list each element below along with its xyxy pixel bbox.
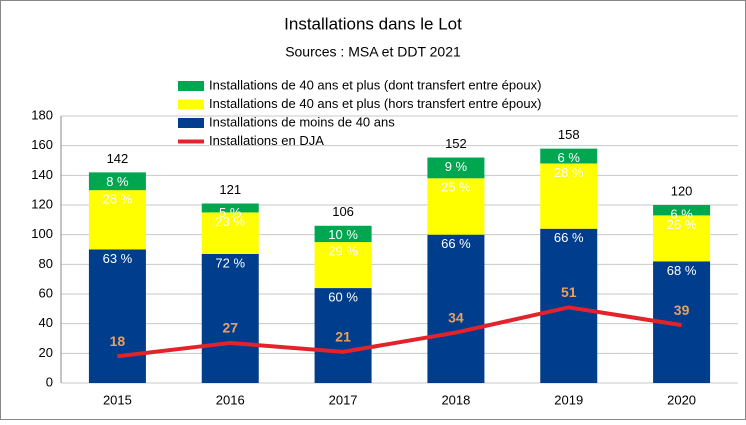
y-tick-label: 0 — [46, 374, 53, 389]
segment-label: 6 % — [558, 150, 581, 165]
segment-label: 66 % — [441, 236, 471, 251]
bar-segment — [201, 203, 259, 213]
segment-label: 23 % — [215, 214, 245, 229]
segment-label: 72 % — [215, 255, 245, 270]
segment-label: 9 % — [445, 159, 468, 174]
total-label: 158 — [558, 127, 580, 142]
line-value-label: 39 — [674, 302, 690, 318]
segment-label: 68 % — [667, 263, 697, 278]
y-tick-label: 40 — [39, 315, 53, 330]
bar-segment — [88, 172, 146, 191]
chart-title: Installations dans le Lot — [284, 14, 462, 33]
legend-swatch — [178, 118, 204, 128]
bar-segment — [540, 148, 598, 164]
legend-swatch — [178, 81, 204, 91]
bar-segment — [201, 253, 259, 383]
legend-label: Installations en DJA — [209, 133, 324, 148]
segment-label: 28 % — [103, 192, 133, 207]
bar-segment — [427, 178, 485, 235]
y-tick-label: 120 — [31, 196, 53, 211]
x-tick-label: 2020 — [667, 392, 696, 407]
total-label: 142 — [107, 151, 129, 166]
y-tick-label: 20 — [39, 345, 53, 360]
segment-label: 60 % — [328, 290, 358, 305]
bar-segment — [201, 212, 259, 254]
bar-segment — [88, 249, 146, 383]
total-label: 106 — [332, 204, 354, 219]
segment-label: 6 % — [670, 206, 693, 221]
x-tick-label: 2017 — [329, 392, 358, 407]
line — [117, 305, 682, 359]
segment-label: 25 % — [441, 180, 471, 195]
bar-segment — [314, 288, 372, 383]
segment-label: 28 % — [554, 165, 584, 180]
chart-subtitle: Sources : MSA et DDT 2021 — [285, 44, 461, 60]
segment-label: 66 % — [554, 230, 584, 245]
segment-label: 29 % — [328, 244, 358, 259]
line-value-label: 18 — [110, 333, 126, 349]
segment-label: 10 % — [328, 227, 358, 242]
segment-label: 5 % — [219, 205, 242, 220]
bar-segment — [653, 215, 711, 262]
bar-segment — [427, 157, 485, 179]
y-tick-label: 100 — [31, 226, 53, 241]
bar-segment — [314, 225, 372, 243]
segment-label: 63 % — [103, 251, 133, 266]
x-tick-label: 2019 — [554, 392, 583, 407]
y-tick-label: 180 — [31, 107, 53, 122]
total-label: 121 — [219, 182, 241, 197]
total-label: 152 — [445, 136, 467, 151]
line-value-label: 34 — [448, 309, 464, 325]
bar-segment — [314, 242, 372, 289]
line-value-label: 27 — [222, 320, 238, 336]
line-value-label: 51 — [561, 284, 577, 300]
total-label: 120 — [671, 183, 693, 198]
line-value-label: 21 — [335, 329, 351, 345]
bar-segment — [88, 190, 146, 250]
bar-segment — [540, 163, 598, 229]
legend-swatch — [178, 99, 204, 110]
y-tick-label: 60 — [39, 285, 53, 300]
segment-label: 26 % — [667, 217, 697, 232]
bar-segment — [653, 205, 711, 216]
legend-label: Installations de 40 ans et plus (hors tr… — [209, 96, 541, 111]
y-tick-label: 80 — [39, 256, 53, 271]
legend-label: Installations de 40 ans et plus (dont tr… — [209, 77, 541, 92]
segment-label: 8 % — [106, 174, 129, 189]
x-tick-label: 2015 — [103, 392, 132, 407]
legend-label: Installations de moins de 40 ans — [209, 114, 395, 129]
x-tick-label: 2016 — [216, 392, 245, 407]
bar-segment — [427, 234, 485, 383]
y-tick-label: 160 — [31, 137, 53, 152]
x-tick-label: 2018 — [441, 392, 470, 407]
y-tick-label: 140 — [31, 167, 53, 182]
legend-swatch — [178, 139, 204, 144]
